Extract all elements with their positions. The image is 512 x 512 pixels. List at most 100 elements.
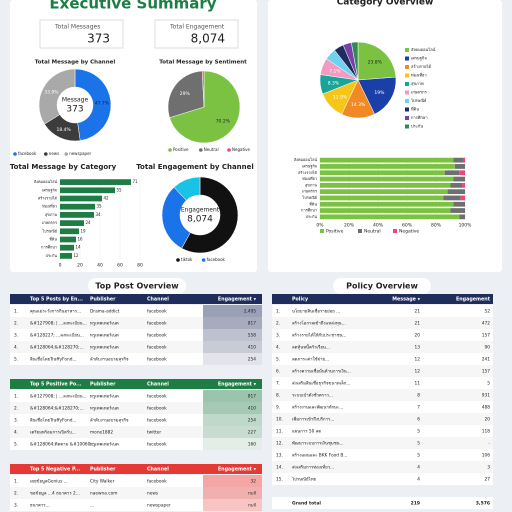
kpi-value: 373 [87, 32, 110, 46]
header-cell: Publisher [90, 467, 116, 473]
cell: สร้างแผนและ BKK Food B... [292, 453, 347, 459]
header-cell: Channel [147, 382, 169, 388]
cell: facebook [147, 345, 167, 351]
x-tick-label: 0 [59, 263, 62, 269]
cell: 2. [276, 321, 280, 327]
cell: ขอข้อมูล ...4 ธนาคาร 2... [30, 491, 80, 497]
total-cell: 3,576 [476, 501, 490, 507]
bar-segment [450, 208, 465, 213]
header-cell: Publisher [90, 382, 116, 388]
cell: 6 [417, 417, 420, 423]
legend-swatch [405, 82, 409, 86]
table-row [272, 473, 493, 485]
cell: 8 [417, 393, 420, 399]
cell: แผนการ 50 ลด [292, 429, 321, 435]
chart-title: Total Engagement by Channel [136, 163, 254, 171]
chart-title: Total Message by Sentiment [159, 60, 247, 66]
center-value: 8,074 [187, 215, 213, 225]
legend-swatch [199, 148, 203, 152]
slice [181, 176, 239, 254]
engagement-shade [203, 438, 262, 450]
slice-label: 19% [374, 90, 385, 96]
cell: 11. [276, 429, 283, 435]
table-row [272, 425, 493, 437]
header-cell: Top 5 Negative P... [30, 467, 80, 473]
engagement-shade [203, 317, 262, 329]
bar [60, 195, 102, 202]
cell: 931 [482, 393, 490, 399]
cell: 1. [14, 309, 18, 315]
engagement-shade [203, 426, 262, 438]
y-tick-label: เศรษฐกิจ [42, 187, 57, 192]
bar-label: 12 [74, 253, 80, 258]
cell: สร้างงานและพัฒนาทักษะ... [292, 405, 343, 411]
cell: 817 [248, 394, 256, 400]
cell: 558 [248, 333, 256, 339]
cell: 20 [415, 333, 421, 339]
bar-segment [320, 195, 444, 201]
table-row [272, 329, 493, 341]
cell: 488 [482, 405, 490, 411]
cell: 157 [482, 333, 490, 339]
y-tick-label: การศึกษา [41, 245, 57, 250]
legend-label: ประกัน [411, 124, 423, 129]
legend-label: Neutral [364, 229, 381, 235]
legend-label: facebook [18, 151, 37, 156]
legend-label: ไปรษณีย์ [410, 98, 426, 103]
cell: 3. [276, 333, 280, 339]
bar-segment [320, 201, 454, 207]
bar-label: 42 [104, 196, 110, 201]
slice [74, 68, 112, 141]
bar [60, 236, 76, 243]
cell: facebook [147, 406, 167, 412]
legend-swatch [405, 124, 409, 129]
slice [201, 70, 205, 108]
table-row [10, 487, 262, 499]
cell: สินเชื่อโดยTraffyFond... [30, 356, 77, 363]
legend-label: newspaper [69, 151, 91, 156]
cell: ลดภาระค่าใช้จ่าย... [292, 357, 329, 363]
cell: 254 [248, 357, 256, 363]
table-header [10, 379, 262, 389]
table-row [10, 438, 262, 450]
chart-title: Total Message by Category [10, 163, 117, 171]
bar-segment [320, 189, 448, 195]
y-tick-label: สังคมออนไลน์ [34, 179, 58, 184]
cell: ทรูเทคเทอร์เนต [90, 442, 119, 448]
slice-label: 47.7% [95, 101, 110, 107]
legend-label: สร้างรายได้ [411, 64, 432, 69]
cell: 472 [482, 321, 490, 327]
cell: ทรูเทคเทอร์เนต [90, 406, 119, 412]
cell: twitter [147, 430, 161, 436]
legend-swatch [405, 99, 409, 103]
cell: 32 [251, 479, 257, 485]
cell: 227 [248, 430, 256, 436]
cell: ธนาคาร... [30, 503, 50, 509]
title: Category Overview [337, 0, 434, 8]
cell: 4 [417, 477, 420, 483]
y-tick-label: ประกัน [46, 253, 58, 258]
total-cell: 219 [411, 501, 420, 507]
cell: facebook [147, 442, 167, 448]
cell: 6. [276, 369, 280, 375]
y-tick-label: ที่ดิน [309, 201, 317, 206]
y-tick-label: สุขภาพ [45, 212, 58, 218]
x-tick-label: 0% [316, 223, 324, 229]
cell: เผยข้อมูลGenius ... [30, 479, 68, 485]
legend-swatch [201, 258, 206, 262]
cell: 11 [415, 381, 421, 387]
table-row [272, 365, 493, 377]
engagement-shade [203, 499, 262, 511]
cell: 21 [415, 309, 421, 315]
legend-swatch [405, 116, 409, 120]
y-tick-label: ที่ดิน [49, 237, 57, 242]
bar [60, 220, 84, 226]
cell: 9. [276, 405, 280, 411]
cell: 254 [248, 418, 256, 424]
cell: newspaper [147, 503, 171, 509]
cell: สินเชื่อโดยTraffyFond... [30, 417, 77, 424]
kpi-label: Total Messages [54, 24, 100, 31]
bar-label: 71 [133, 179, 139, 184]
cell: 3. [14, 503, 18, 509]
engagement-shade [203, 475, 262, 487]
